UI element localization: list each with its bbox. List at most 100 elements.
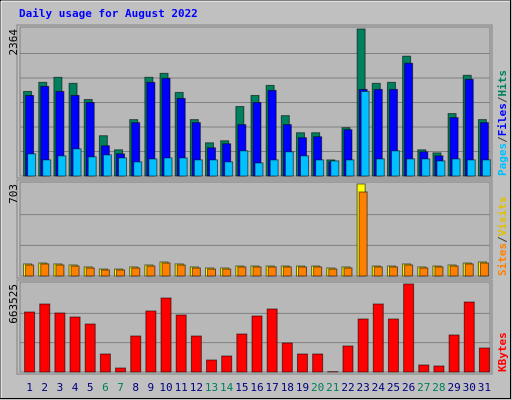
bar (87, 156, 97, 177)
legend-entry: Pages (496, 143, 509, 176)
bar (39, 303, 51, 373)
bar (360, 90, 370, 177)
x-tick-label: 14 (220, 381, 234, 394)
x-tick-label: 13 (205, 381, 218, 394)
x-tick-label: 27 (417, 381, 430, 394)
bar (267, 266, 277, 277)
bar (449, 265, 459, 277)
bar (388, 266, 398, 277)
bar (116, 269, 126, 277)
bar (237, 266, 247, 277)
bar (466, 159, 476, 177)
bar (222, 268, 232, 277)
legend: Pages/Files/Hits (496, 70, 509, 176)
bar (193, 159, 203, 177)
bar (390, 150, 400, 177)
y-tick-label: 2364 (7, 29, 20, 56)
x-tick-label: 16 (250, 381, 263, 394)
bar (42, 159, 52, 177)
legend-separator: / (496, 136, 509, 143)
legend-separator: / (496, 96, 509, 103)
bar (372, 303, 384, 373)
bar (99, 353, 111, 373)
x-tick-label: 23 (357, 381, 370, 394)
bar (161, 262, 171, 277)
bar (236, 333, 248, 373)
bar (133, 161, 143, 177)
bar (209, 159, 219, 177)
x-tick-label: 22 (341, 381, 354, 394)
legend: KBytes (496, 332, 509, 372)
bar (70, 265, 80, 277)
x-tick-label: 26 (402, 381, 415, 394)
bar (313, 266, 323, 277)
x-tick-label: 1 (26, 381, 33, 394)
x-tick-label: 21 (326, 381, 339, 394)
x-tick-label: 6 (102, 381, 109, 394)
bar (130, 335, 142, 373)
bar (297, 266, 307, 277)
bar (421, 158, 431, 177)
x-tick-label: 11 (175, 381, 188, 394)
x-tick-label: 30 (463, 381, 476, 394)
bar (266, 308, 278, 373)
bar (403, 283, 415, 373)
bar (254, 162, 264, 177)
bar (463, 301, 475, 373)
bar (299, 155, 309, 177)
chart-title: Daily usage for August 2022 (19, 7, 198, 20)
bar (251, 315, 263, 373)
bar (25, 264, 35, 277)
bar (358, 191, 368, 277)
x-tick-label: 24 (372, 381, 386, 394)
bar (252, 266, 262, 277)
bar (239, 150, 249, 177)
bar (175, 314, 187, 373)
bar (146, 265, 156, 277)
bar (72, 148, 82, 177)
bar (464, 263, 474, 277)
bar (404, 264, 414, 277)
x-tick-label: 17 (266, 381, 279, 394)
bar (102, 154, 112, 177)
x-tick-label: 3 (57, 381, 64, 394)
x-tick-label: 20 (311, 381, 324, 394)
bar (206, 359, 218, 373)
bar (100, 269, 110, 277)
bar (145, 310, 157, 373)
x-tick-label: 12 (190, 381, 203, 394)
bar (176, 264, 186, 277)
bar (163, 157, 173, 177)
bar (375, 158, 385, 177)
legend-entry: Files (496, 103, 509, 136)
bar (479, 262, 489, 277)
x-tick-label: 19 (296, 381, 309, 394)
bar (451, 158, 461, 177)
bar (57, 155, 67, 177)
bar (434, 266, 444, 277)
bar (328, 268, 338, 277)
x-tick-label: 15 (235, 381, 248, 394)
bar (178, 157, 188, 177)
x-tick-label: 18 (281, 381, 294, 394)
x-tick-label: 8 (132, 381, 139, 394)
x-tick-label: 25 (387, 381, 400, 394)
x-tick-label: 29 (447, 381, 460, 394)
bar (85, 267, 95, 277)
bar (224, 161, 234, 177)
bar (357, 318, 369, 373)
bar (478, 347, 490, 373)
bar (345, 159, 355, 177)
bar (24, 311, 36, 373)
bar (40, 263, 50, 277)
legend-entry: KBytes (496, 332, 509, 372)
x-tick-label: 7 (117, 381, 124, 394)
bar (282, 266, 292, 277)
bar (148, 158, 158, 177)
bar (160, 297, 172, 373)
bar (448, 334, 460, 373)
bar (330, 160, 340, 177)
bar (343, 267, 353, 277)
legend-entry: Sites (496, 243, 509, 276)
bar (69, 316, 81, 373)
